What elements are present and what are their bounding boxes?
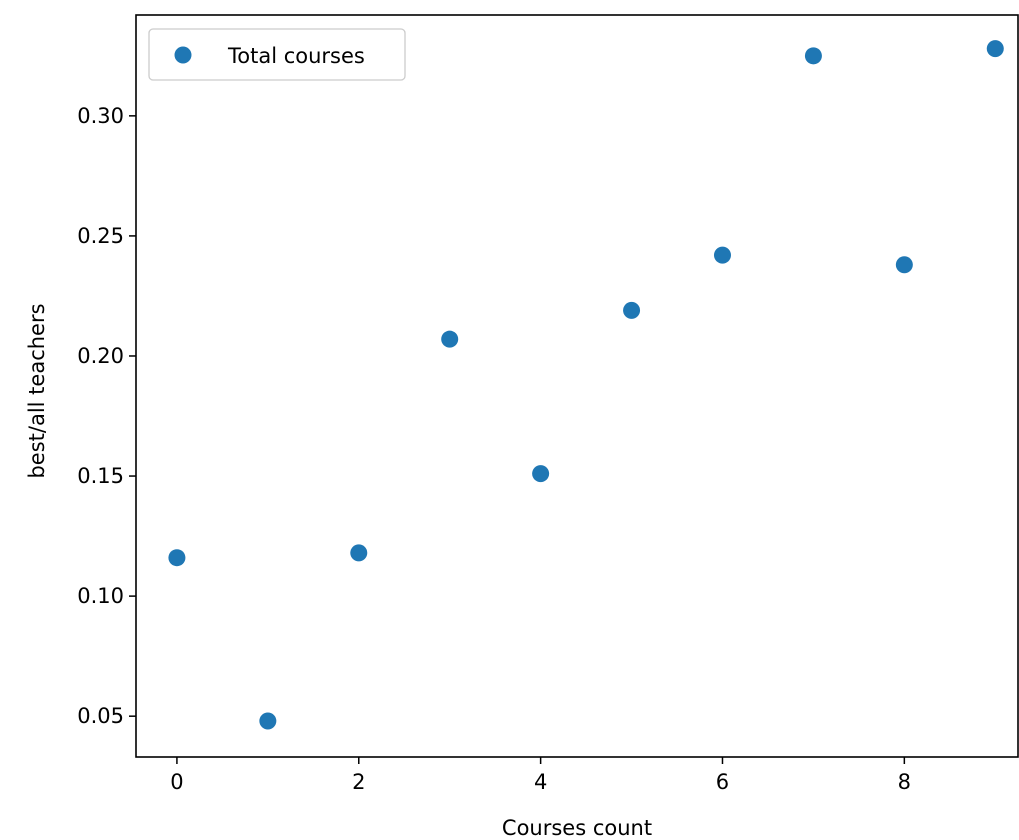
- data-point: [441, 330, 459, 348]
- data-point: [623, 301, 641, 319]
- plot-area: [135, 14, 1019, 758]
- legend-marker: [174, 46, 192, 64]
- y-axis: 0.05 0.10 0.15 0.20 0.25 0.30: [77, 104, 136, 728]
- y-tick-label: 0.05: [77, 704, 124, 728]
- axes-frame: [135, 14, 1019, 758]
- x-tick-label: 4: [534, 770, 547, 794]
- x-axis-label: Courses count: [502, 816, 652, 840]
- y-tick-label: 0.10: [77, 584, 124, 608]
- legend-box: [148, 28, 406, 81]
- x-tick-label: 0: [170, 770, 183, 794]
- data-point: [259, 712, 277, 730]
- y-tick-label: 0.30: [77, 104, 124, 128]
- y-tick-label: 0.20: [77, 344, 124, 368]
- y-tick-label: 0.15: [77, 464, 124, 488]
- data-points: [168, 40, 1004, 730]
- data-point: [713, 246, 731, 264]
- x-tick-label: 8: [898, 770, 911, 794]
- x-axis: 0 2 4 6 8: [170, 757, 911, 794]
- data-point: [986, 40, 1004, 58]
- x-tick-label: 6: [716, 770, 729, 794]
- x-tick-label: 2: [352, 770, 365, 794]
- legend-label: Total courses: [227, 44, 365, 68]
- data-point: [804, 47, 822, 65]
- data-point: [168, 549, 186, 567]
- legend: Total courses: [148, 28, 406, 81]
- y-axis-label: best/all teachers: [25, 303, 49, 478]
- data-point: [532, 465, 550, 483]
- data-point: [895, 256, 913, 274]
- data-point: [350, 544, 368, 562]
- y-tick-label: 0.25: [77, 224, 124, 248]
